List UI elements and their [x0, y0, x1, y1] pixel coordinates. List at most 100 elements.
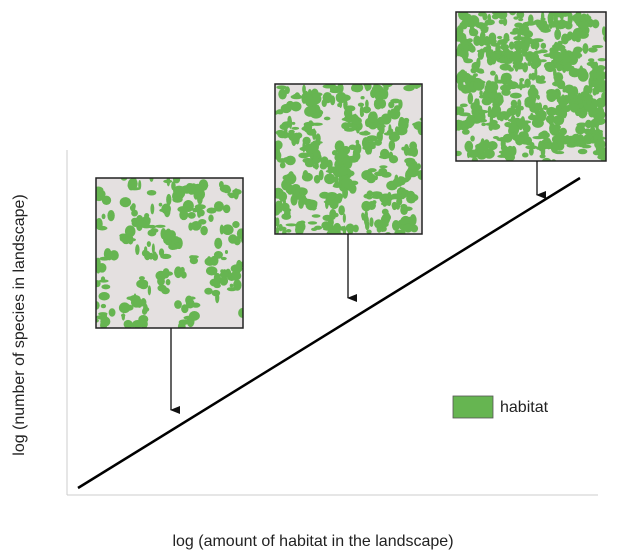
- habitat-patch: [285, 86, 290, 94]
- habitat-patch: [592, 80, 597, 88]
- habitat-patch: [482, 114, 485, 121]
- habitat-patch: [188, 212, 196, 219]
- habitat-patch: [497, 36, 502, 39]
- habitat-patch: [407, 168, 413, 175]
- habitat-patch: [388, 197, 393, 201]
- habitat-patch: [355, 140, 359, 144]
- habitat-patch: [490, 53, 501, 59]
- habitat-patch: [591, 121, 596, 125]
- habitat-patch: [341, 178, 352, 188]
- habitat-patch: [592, 88, 596, 96]
- habitat-patch: [369, 217, 373, 227]
- habitat-patch: [295, 92, 300, 99]
- habitat-patch: [147, 241, 151, 247]
- habitat-patch: [393, 178, 403, 187]
- habitat-patch: [551, 159, 556, 165]
- habitat-patch: [554, 14, 558, 24]
- habitat-patch: [509, 6, 517, 16]
- habitat-patch: [174, 300, 182, 309]
- habitat-patch: [172, 197, 182, 203]
- habitat-patch: [525, 51, 534, 62]
- habitat-patch: [314, 112, 322, 117]
- habitat-patch: [577, 68, 587, 75]
- habitat-patch: [210, 256, 218, 266]
- habitat-patch: [467, 38, 473, 42]
- habitat-patch: [302, 137, 310, 145]
- habitat-patch: [361, 212, 364, 218]
- habitat-patch: [282, 229, 286, 237]
- habitat-patch: [339, 166, 348, 176]
- habitat-patch: [321, 221, 332, 229]
- habitat-patch: [343, 213, 346, 223]
- habitat-patch: [513, 136, 524, 142]
- landscape-map: [450, 5, 614, 169]
- habitat-patch: [482, 13, 487, 21]
- habitat-patch: [549, 122, 554, 125]
- habitat-patch: [99, 279, 109, 282]
- habitat-patch: [527, 97, 535, 108]
- habitat-patch: [178, 322, 186, 331]
- habitat-patch: [192, 208, 198, 212]
- habitat-patch: [555, 106, 559, 115]
- habitat-patch: [102, 214, 106, 220]
- habitat-patch: [221, 257, 227, 260]
- habitat-patch: [511, 100, 517, 108]
- legend-swatch: [453, 396, 493, 418]
- habitat-patch: [197, 194, 203, 205]
- habitat-patch: [370, 145, 376, 149]
- habitat-patch: [453, 120, 463, 124]
- habitat-patch: [207, 256, 211, 262]
- habitat-patch: [554, 52, 563, 61]
- habitat-patch: [564, 84, 575, 93]
- habitat-patch: [219, 181, 224, 188]
- habitat-patch: [231, 264, 243, 273]
- habitat-patch: [491, 105, 501, 116]
- habitat-patch: [396, 202, 400, 210]
- habitat-patch: [139, 280, 148, 287]
- habitat-patch: [312, 214, 321, 217]
- habitat-patch: [143, 217, 151, 221]
- habitat-patch: [336, 152, 348, 159]
- habitat-patch: [281, 104, 292, 113]
- habitat-patch: [98, 263, 107, 273]
- habitat-patch: [380, 221, 388, 228]
- habitat-patch: [214, 201, 224, 211]
- habitat-patch: [334, 232, 342, 239]
- habitat-patch: [572, 134, 581, 141]
- habitat-patch: [504, 54, 507, 64]
- habitat-patch: [338, 205, 345, 215]
- habitat-patch: [352, 151, 360, 161]
- habitat-patch: [278, 192, 287, 202]
- habitat-patch: [368, 168, 377, 172]
- habitat-patch: [233, 280, 242, 291]
- habitat-patch: [138, 180, 141, 190]
- habitat-patch: [503, 33, 509, 42]
- habitat-patch: [125, 225, 136, 237]
- habitat-patch: [303, 123, 312, 133]
- diagram: habitat log (amount of habitat in the la…: [0, 0, 627, 554]
- habitat-patch: [189, 296, 196, 299]
- habitat-patch: [336, 93, 343, 100]
- habitat-patch: [458, 71, 467, 78]
- habitat-patch: [107, 210, 114, 221]
- habitat-patch: [476, 98, 480, 109]
- habitat-patch: [520, 6, 524, 14]
- habitat-patch: [198, 219, 206, 225]
- habitat-patch: [514, 41, 523, 45]
- habitat-patch: [366, 174, 376, 184]
- habitat-patch: [93, 190, 104, 197]
- habitat-patch: [142, 308, 147, 315]
- habitat-patch: [510, 31, 518, 34]
- habitat-patch: [535, 75, 541, 82]
- habitat-patch: [532, 136, 544, 139]
- habitat-patch: [339, 100, 342, 108]
- habitat-patch: [173, 175, 180, 183]
- habitat-patch: [166, 279, 171, 285]
- habitat-patch: [530, 113, 533, 120]
- habitat-patch: [539, 154, 545, 158]
- habitat-patch: [578, 21, 589, 29]
- habitat-patch: [166, 194, 171, 206]
- habitat-patch: [469, 45, 476, 52]
- habitat-patch: [592, 19, 599, 28]
- habitat-patch: [503, 83, 506, 92]
